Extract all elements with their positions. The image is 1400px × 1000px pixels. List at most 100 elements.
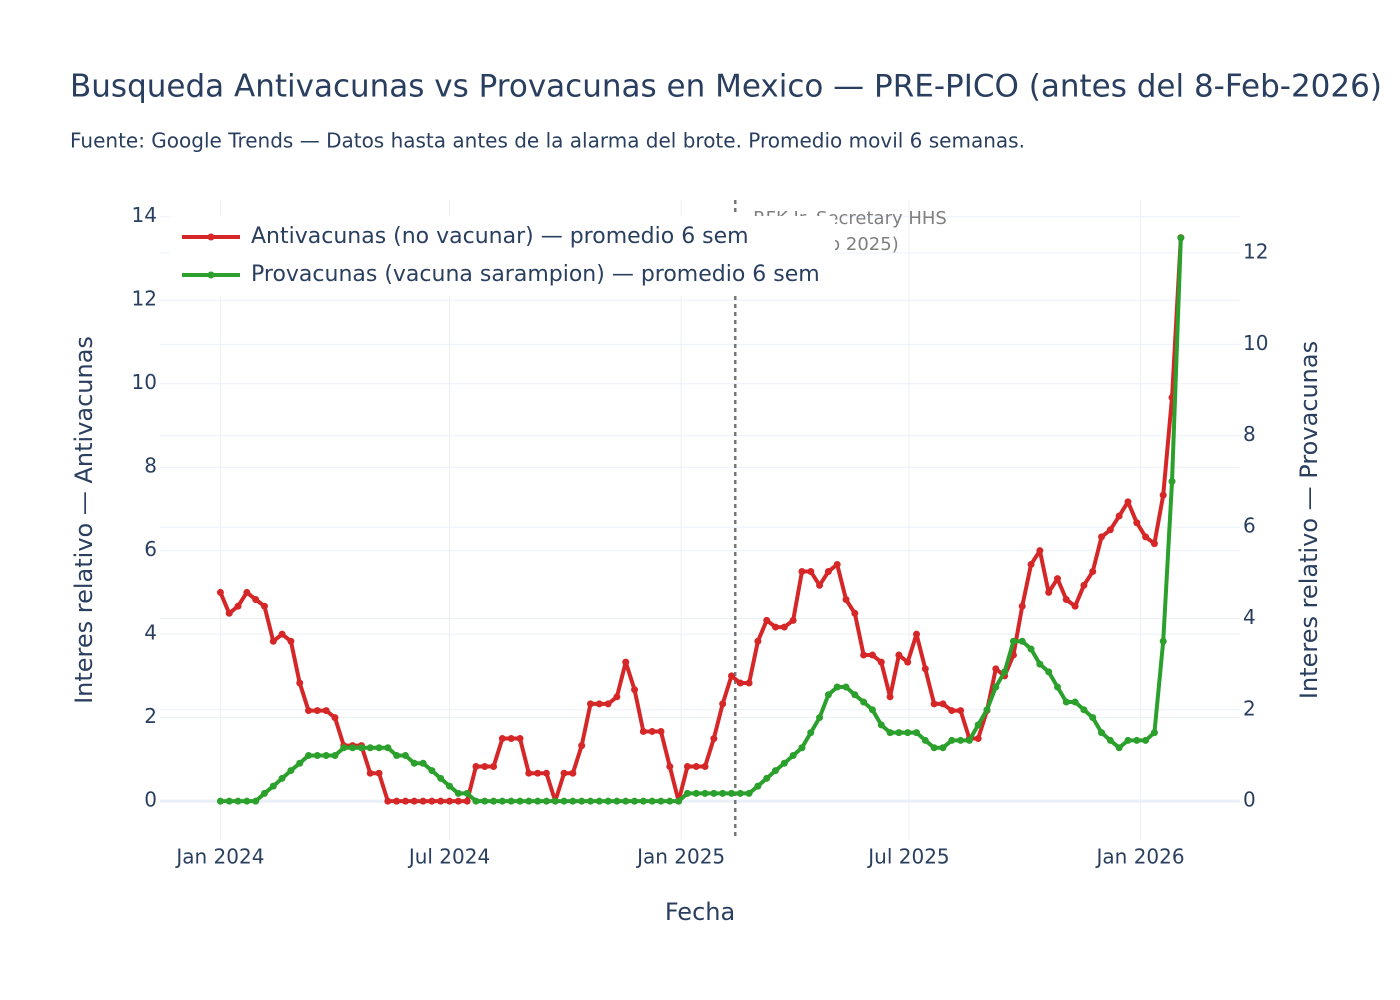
series-marker <box>833 683 841 691</box>
series-marker <box>1080 581 1088 589</box>
series-marker <box>930 700 938 708</box>
series-marker <box>604 797 612 805</box>
series-marker <box>490 763 498 771</box>
series-marker <box>1124 498 1132 506</box>
series-marker <box>437 797 445 805</box>
y-tick-label: 2 <box>144 704 157 728</box>
series-marker <box>719 700 727 708</box>
series-marker <box>780 623 788 631</box>
series-marker <box>463 789 471 797</box>
series-marker <box>860 651 868 659</box>
series-marker <box>842 596 850 604</box>
series-marker <box>534 769 542 777</box>
series-marker <box>816 714 824 722</box>
series-marker <box>419 759 427 767</box>
series-marker <box>357 744 365 752</box>
y2-tick-label: 8 <box>1243 422 1256 446</box>
series-marker <box>260 789 268 797</box>
series-marker <box>216 588 224 596</box>
series-line <box>220 237 1183 804</box>
series-marker <box>877 721 885 729</box>
series-marker <box>1045 668 1053 676</box>
legend-label: Provacunas (vacuna sarampion) — promedio… <box>251 262 820 287</box>
series-marker <box>851 691 859 699</box>
series-line <box>218 237 1183 804</box>
series-marker <box>1106 736 1114 744</box>
series-marker <box>234 602 242 610</box>
series-marker <box>877 658 885 666</box>
series-marker <box>454 789 462 797</box>
series-marker <box>957 707 965 715</box>
series-marker <box>216 797 224 805</box>
series-marker <box>446 797 454 805</box>
series-marker <box>1098 533 1106 541</box>
series-marker <box>1036 660 1044 668</box>
series-marker <box>974 735 982 743</box>
series-marker <box>322 751 330 759</box>
series-marker <box>948 707 956 715</box>
series-marker <box>974 721 982 729</box>
series-marker <box>939 700 947 708</box>
series-marker <box>736 789 744 797</box>
series-marker <box>260 602 268 610</box>
series-marker <box>1159 637 1167 645</box>
series-marker <box>243 797 251 805</box>
series-marker <box>913 630 921 638</box>
series-marker <box>428 797 436 805</box>
series-marker <box>560 797 568 805</box>
series-marker <box>551 797 559 805</box>
series-marker <box>498 735 506 743</box>
series-marker <box>1150 729 1158 737</box>
series-marker <box>525 769 533 777</box>
series-marker <box>622 797 630 805</box>
series-marker <box>252 596 260 604</box>
series-marker <box>542 769 550 777</box>
series-marker <box>534 797 542 805</box>
series-marker <box>763 774 771 782</box>
series-marker <box>904 729 912 737</box>
y2-tick-label: 12 <box>1243 239 1268 263</box>
series-marker <box>393 797 401 805</box>
series-marker <box>1053 683 1061 691</box>
series-marker <box>921 665 929 673</box>
series-marker <box>1106 526 1114 534</box>
series-marker <box>710 789 718 797</box>
x-axis-title: Fecha <box>665 898 735 926</box>
series-marker <box>340 744 348 752</box>
series-marker <box>1159 491 1167 499</box>
series-marker <box>772 767 780 775</box>
y-tick-label: 8 <box>144 454 157 478</box>
y2-tick-label: 10 <box>1243 331 1268 355</box>
series-marker <box>595 797 603 805</box>
series-marker <box>516 797 524 805</box>
series-marker <box>948 736 956 744</box>
series-marker <box>278 630 286 638</box>
series-marker <box>472 797 480 805</box>
series-marker <box>1036 547 1044 555</box>
series-marker <box>604 700 612 708</box>
series-marker <box>569 769 577 777</box>
y-tick-label: 12 <box>132 287 157 311</box>
series-marker <box>419 797 427 805</box>
series-marker <box>921 736 929 744</box>
series-marker <box>1080 706 1088 714</box>
series-marker <box>410 797 418 805</box>
series-marker <box>225 609 233 617</box>
series-marker <box>1001 668 1009 676</box>
x-tick-label: Jan 2026 <box>1095 845 1185 869</box>
series-marker <box>225 797 233 805</box>
series-marker <box>366 744 374 752</box>
series-marker <box>701 763 709 771</box>
series-marker <box>313 707 321 715</box>
series-marker <box>560 769 568 777</box>
series-marker <box>789 616 797 624</box>
legend-background <box>170 216 835 296</box>
series-marker <box>666 797 674 805</box>
series-marker <box>622 658 630 666</box>
series-marker <box>393 751 401 759</box>
series-marker <box>305 707 313 715</box>
series-marker <box>727 672 735 680</box>
series-marker <box>710 735 718 743</box>
series-marker <box>463 797 471 805</box>
legend-label: Antivacunas (no vacunar) — promedio 6 se… <box>251 224 749 249</box>
